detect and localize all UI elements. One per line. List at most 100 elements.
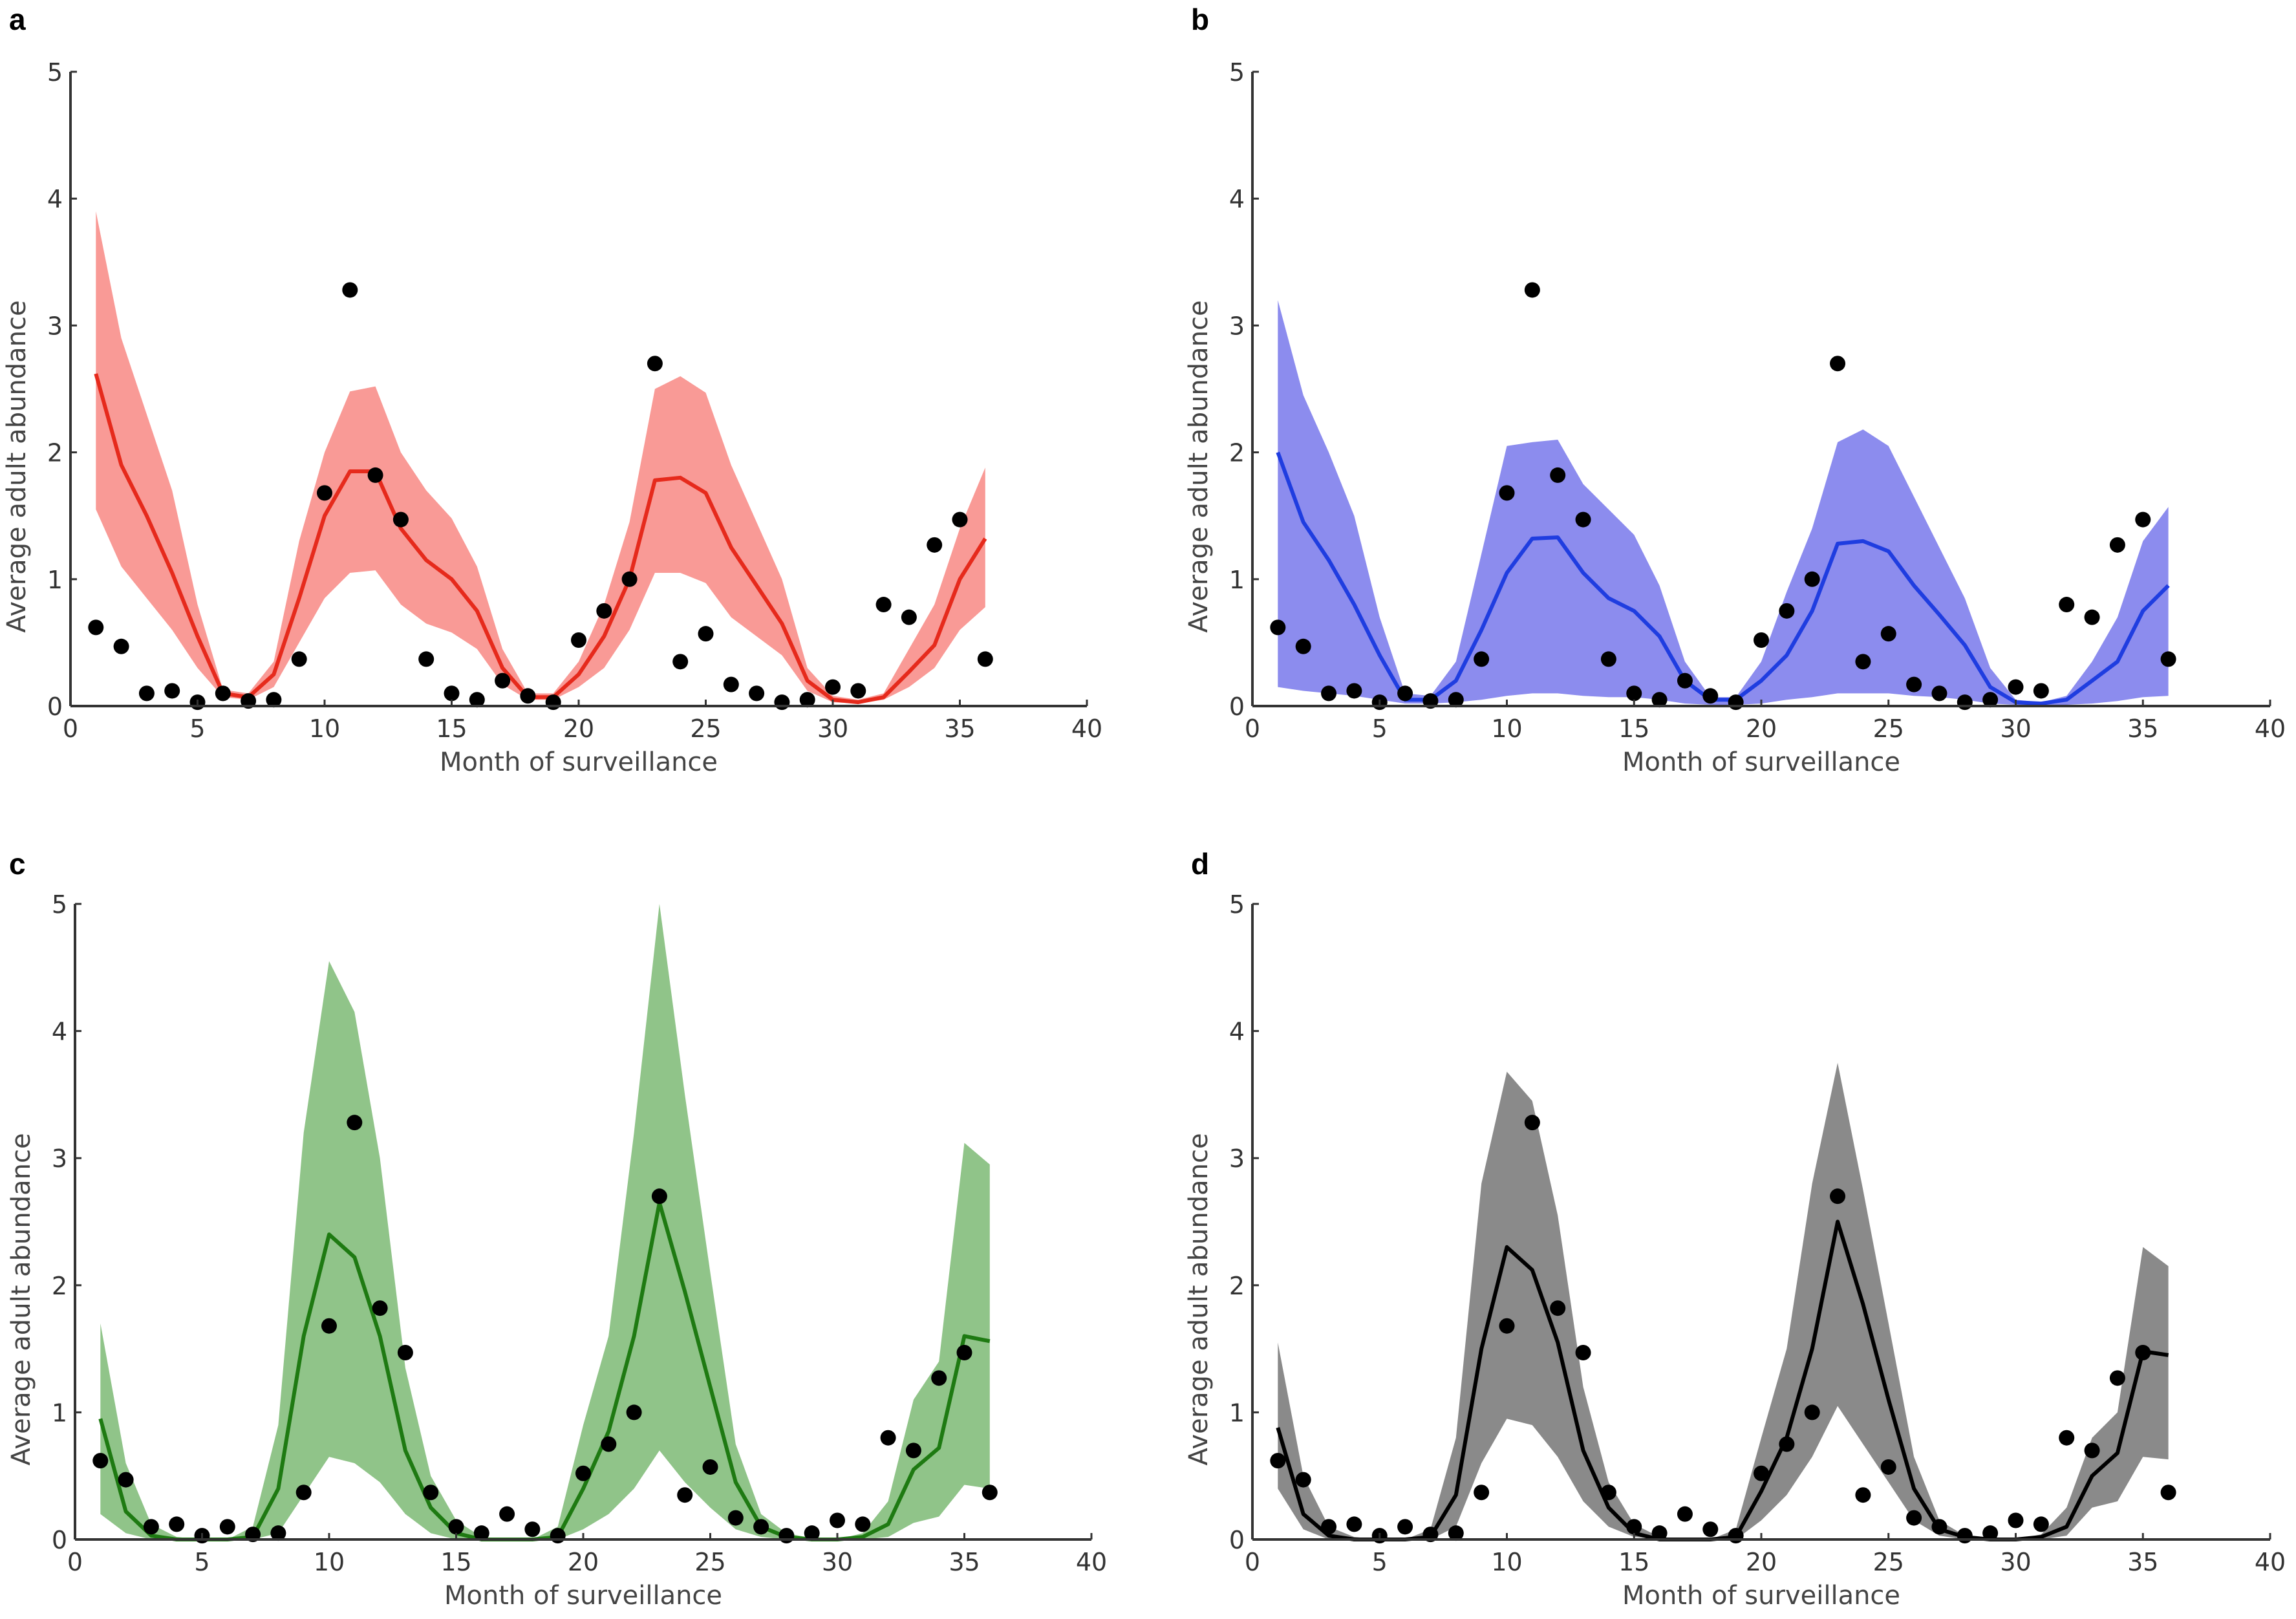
observed-point bbox=[215, 685, 231, 702]
observed-point bbox=[169, 1516, 185, 1532]
observed-point bbox=[1855, 1487, 1871, 1503]
observed-point bbox=[905, 1442, 921, 1459]
observed-point bbox=[778, 1528, 795, 1544]
y-axis-label: Average adult abundance bbox=[6, 1133, 36, 1465]
y-tick-label: 1 bbox=[47, 566, 63, 594]
observed-point bbox=[1677, 672, 1693, 689]
observed-point bbox=[524, 1521, 541, 1538]
y-tick-label: 0 bbox=[1229, 1526, 1245, 1554]
observed-point bbox=[931, 1370, 947, 1386]
observed-point bbox=[1626, 1519, 1642, 1535]
observed-point bbox=[1702, 1521, 1719, 1538]
observed-point bbox=[1855, 654, 1871, 670]
observed-point bbox=[1550, 467, 1566, 483]
x-tick-label: 25 bbox=[690, 714, 721, 743]
observed-point bbox=[1474, 651, 1490, 667]
panel-letter: d bbox=[1191, 847, 1209, 881]
observed-point bbox=[1346, 1516, 1362, 1532]
x-tick-label: 0 bbox=[63, 714, 78, 743]
x-tick-label: 40 bbox=[1071, 714, 1102, 743]
y-tick-label: 3 bbox=[1229, 1144, 1245, 1173]
observed-point bbox=[469, 692, 485, 708]
observed-point bbox=[2033, 1516, 2049, 1532]
x-tick-label: 35 bbox=[944, 714, 975, 743]
y-tick-label: 2 bbox=[47, 439, 63, 467]
observed-point bbox=[88, 619, 104, 636]
observed-point bbox=[1830, 356, 1846, 372]
observed-point bbox=[1270, 1453, 1286, 1469]
observed-point bbox=[2008, 679, 2024, 695]
observed-point bbox=[2135, 1344, 2151, 1360]
x-tick-label: 25 bbox=[1873, 714, 1904, 743]
panel-c: c 0 5 10 15 20 25 30 35 40 0 1 2 3 4 5 Month of surveill… bbox=[6, 847, 1107, 1611]
observed-point bbox=[495, 672, 511, 689]
observed-point bbox=[571, 632, 586, 648]
y-tick-label: 5 bbox=[47, 58, 63, 87]
x-tick-label: 20 bbox=[568, 1548, 599, 1576]
panel-letter: a bbox=[9, 3, 26, 36]
observed-point bbox=[1295, 638, 1311, 654]
observed-point bbox=[2109, 537, 2125, 553]
observed-point bbox=[2160, 651, 2176, 667]
x-axis-label: Month of surveillance bbox=[440, 747, 718, 777]
observed-point bbox=[956, 1344, 972, 1360]
y-tick-label: 0 bbox=[52, 1526, 67, 1554]
observed-point bbox=[1779, 603, 1795, 619]
observed-point bbox=[342, 282, 358, 298]
observed-point bbox=[550, 1528, 566, 1544]
x-axis-label: Month of surveillance bbox=[444, 1581, 722, 1611]
observed-point bbox=[952, 511, 968, 528]
observed-point bbox=[1600, 651, 1616, 667]
observed-point bbox=[291, 651, 307, 667]
observed-point bbox=[575, 1465, 591, 1481]
observed-point bbox=[830, 1512, 845, 1528]
observed-point bbox=[1295, 1472, 1311, 1488]
observed-point bbox=[219, 1519, 235, 1535]
observed-point bbox=[672, 654, 689, 670]
confidence-band bbox=[100, 904, 990, 1539]
observed-point bbox=[702, 1459, 718, 1475]
observed-point bbox=[749, 685, 765, 702]
observed-point bbox=[1982, 692, 1999, 708]
x-tick-label: 40 bbox=[1076, 1548, 1107, 1576]
x-tick-label: 10 bbox=[314, 1548, 345, 1576]
observed-point bbox=[1575, 1344, 1591, 1360]
y-tick-label: 2 bbox=[1229, 1272, 1245, 1300]
y-tick-label: 4 bbox=[52, 1018, 67, 1046]
x-tick-label: 10 bbox=[1491, 714, 1522, 743]
x-tick-label: 5 bbox=[194, 1548, 209, 1576]
x-tick-label: 5 bbox=[189, 714, 205, 743]
observed-point bbox=[601, 1436, 617, 1452]
observed-point bbox=[1651, 692, 1668, 708]
mean-line bbox=[1276, 1219, 2169, 1541]
x-tick-label: 25 bbox=[694, 1548, 725, 1576]
observed-point bbox=[423, 1485, 439, 1501]
mean-line bbox=[94, 373, 987, 705]
observed-point bbox=[1524, 282, 1540, 298]
observed-point bbox=[1397, 1519, 1413, 1535]
observed-point bbox=[372, 1300, 388, 1316]
confidence-band bbox=[1278, 1062, 2169, 1539]
observed-point bbox=[2033, 683, 2049, 699]
observed-point bbox=[1346, 683, 1362, 699]
y-tick-label: 5 bbox=[1229, 890, 1245, 919]
observed-point bbox=[825, 679, 841, 695]
panel-letter: c bbox=[9, 847, 26, 881]
observed-point bbox=[1728, 1528, 1744, 1544]
y-axis-label: Average adult abundance bbox=[2, 300, 32, 632]
observed-point bbox=[347, 1115, 363, 1131]
observed-point bbox=[727, 1510, 744, 1526]
panel-a: a 0 5 10 15 20 25 30 35 40 0 1 2 3 4 5 Month of surveill… bbox=[2, 3, 1102, 777]
observed-point bbox=[2109, 1370, 2125, 1386]
observed-point bbox=[118, 1472, 134, 1488]
observed-point bbox=[1270, 619, 1286, 636]
x-axis-label: Month of surveillance bbox=[1622, 747, 1900, 777]
x-tick-label: 15 bbox=[440, 1548, 471, 1576]
observed-point bbox=[397, 1344, 413, 1360]
observed-point bbox=[2135, 511, 2151, 528]
panel-letter: b bbox=[1191, 3, 1209, 36]
x-tick-label: 30 bbox=[817, 714, 848, 743]
observed-point bbox=[2160, 1485, 2176, 1501]
observed-point bbox=[295, 1485, 312, 1501]
observed-point bbox=[982, 1485, 998, 1501]
